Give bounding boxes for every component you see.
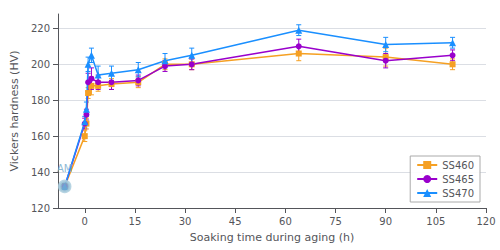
svg-text:120: 120: [476, 216, 495, 227]
svg-text:60: 60: [279, 216, 292, 227]
svg-text:120: 120: [31, 203, 50, 214]
svg-text:90: 90: [379, 216, 392, 227]
svg-text:180: 180: [31, 95, 50, 106]
svg-text:SS460: SS460: [442, 160, 474, 171]
svg-text:AM: AM: [57, 163, 72, 174]
svg-text:0: 0: [82, 216, 88, 227]
svg-text:SS470: SS470: [442, 188, 474, 199]
svg-text:220: 220: [31, 23, 50, 34]
svg-text:15: 15: [129, 216, 142, 227]
svg-text:30: 30: [179, 216, 192, 227]
svg-text:75: 75: [329, 216, 342, 227]
svg-text:160: 160: [31, 131, 50, 142]
svg-text:105: 105: [426, 216, 445, 227]
svg-text:140: 140: [31, 167, 50, 178]
svg-text:Vickers hardness (HV): Vickers hardness (HV): [8, 51, 21, 172]
svg-text:Soaking time during aging (h): Soaking time during aging (h): [190, 231, 354, 244]
svg-text:45: 45: [229, 216, 242, 227]
svg-text:200: 200: [31, 59, 50, 70]
svg-text:SS465: SS465: [442, 174, 474, 185]
